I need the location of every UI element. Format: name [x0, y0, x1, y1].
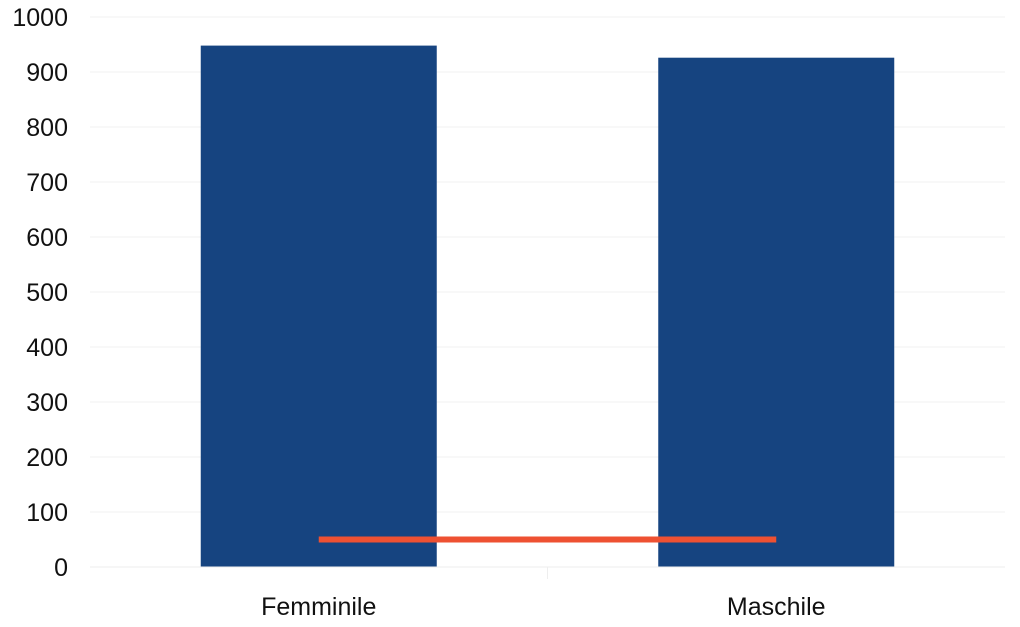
y-tick-label: 800	[26, 114, 68, 142]
y-axis-tick-labels: 0 100 200 300 400 500 600 700 800 900 1000	[12, 4, 68, 582]
y-tick-label: 400	[26, 334, 68, 362]
x-category-label: Maschile	[727, 593, 826, 621]
y-tick-label: 700	[26, 169, 68, 197]
x-axis	[90, 566, 1005, 579]
bar-femminile	[200, 45, 437, 568]
y-tick-label: 600	[26, 224, 68, 252]
y-tick-label: 0	[54, 554, 68, 582]
y-tick-label: 900	[26, 59, 68, 87]
y-tick-label: 100	[26, 499, 68, 527]
bars	[200, 45, 895, 568]
x-category-label: Femminile	[261, 593, 376, 621]
y-tick-label: 500	[26, 279, 68, 307]
bar-maschile	[658, 57, 895, 567]
x-axis-category-labels: Femminile Maschile	[261, 593, 825, 621]
y-tick-label: 200	[26, 444, 68, 472]
y-tick-label: 300	[26, 389, 68, 417]
y-tick-label: 1000	[12, 4, 68, 32]
